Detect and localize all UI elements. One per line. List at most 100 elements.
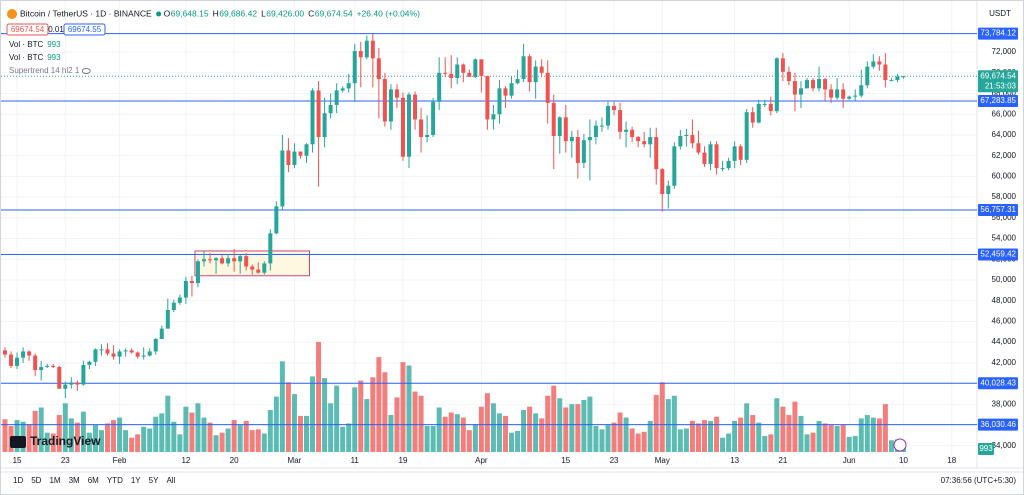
ohlc-letter: H: [213, 8, 219, 18]
y-tick-label: 50,000: [992, 275, 1017, 284]
buy-box[interactable]: [63, 23, 106, 36]
candle-body: [388, 89, 393, 122]
volume-bar: [750, 415, 756, 452]
volume-bar: [406, 365, 412, 452]
volume-bar: [430, 425, 436, 452]
volume-bar: [695, 423, 701, 452]
level-label: 73,784.12: [980, 29, 1016, 38]
candle-body: [859, 85, 864, 96]
volume-bar: [442, 416, 448, 452]
candle-body: [642, 141, 647, 145]
range-button[interactable]: 5Y: [149, 476, 159, 485]
candle-body: [123, 350, 128, 352]
candle-body: [871, 61, 876, 67]
level-label: 40,028.43: [980, 378, 1016, 387]
candle-body: [660, 169, 665, 194]
x-tick-label: 23: [61, 456, 70, 465]
candle-body: [27, 351, 32, 356]
candle-body: [533, 66, 538, 83]
indicator-name: Vol · BTC: [9, 53, 43, 62]
candle-body: [226, 258, 231, 264]
volume-bar: [810, 432, 816, 452]
candle-body: [443, 72, 448, 74]
volume-bar: [56, 415, 62, 452]
status-dot: [156, 11, 162, 17]
volume-bar: [261, 433, 267, 452]
volume-bar: [189, 412, 195, 452]
range-button[interactable]: YTD: [107, 476, 123, 485]
ohlc-value: 69,426.00: [266, 8, 304, 18]
ohlc-value: 69,686.42: [219, 8, 257, 18]
y-tick-label: 46,000: [992, 317, 1017, 326]
candle-body: [684, 134, 689, 136]
visibility-icon[interactable]: [81, 68, 91, 74]
volume-bar: [888, 440, 894, 452]
volume-bar: [533, 413, 539, 452]
candle-body: [274, 206, 279, 234]
candle-body: [340, 88, 345, 91]
x-tick-label: Jun: [843, 456, 856, 465]
volume-bar: [732, 420, 738, 452]
volume-bar: [310, 376, 316, 452]
candle-body: [280, 150, 285, 207]
symbol-title: Bitcoin / TetherUS · 1D · BINANCE: [20, 8, 152, 18]
candle-body: [672, 146, 677, 186]
volume-bar: [213, 435, 219, 452]
volume-bar: [68, 418, 74, 452]
volume-bar: [509, 432, 515, 452]
range-button[interactable]: 5D: [31, 476, 41, 485]
x-tick-label: 12: [181, 456, 190, 465]
ohlc-value: 69,674.54: [315, 8, 353, 18]
volume-bar: [340, 426, 346, 452]
header: 69674.54 0.01 69674.55 Bitcoin / TetherU…: [6, 8, 420, 75]
candle-body: [467, 72, 472, 77]
sell-box[interactable]: [6, 23, 49, 36]
level-label-bg: [978, 27, 1018, 40]
x-tick-label: 10: [899, 456, 908, 465]
candle-body: [515, 79, 520, 84]
candle-body: [563, 117, 568, 142]
volume-bar: [50, 433, 56, 452]
volume-bar: [183, 406, 189, 452]
volume-bar: [219, 432, 225, 452]
volume-bar: [623, 417, 629, 452]
candle-body: [99, 349, 104, 351]
candle-body: [183, 281, 188, 298]
range-button[interactable]: 6M: [88, 476, 99, 485]
ohlc-letter: C: [308, 8, 314, 18]
alert-icon[interactable]: [893, 438, 907, 452]
volume-bar: [316, 342, 322, 452]
range-button[interactable]: 1M: [49, 476, 60, 485]
volume-bar: [496, 413, 502, 452]
candle-body: [521, 56, 526, 80]
candle-body: [437, 72, 442, 102]
candle-body: [147, 351, 152, 356]
volume-bar: [328, 403, 334, 452]
range-button[interactable]: 1Y: [131, 476, 141, 485]
currency[interactable]: USDT: [989, 9, 1011, 18]
candle-body: [358, 51, 363, 58]
volume-bar: [460, 417, 466, 452]
volume-bar: [714, 416, 720, 452]
candle-body: [569, 137, 574, 142]
volume-bar: [358, 380, 364, 452]
volume-bar: [515, 431, 521, 452]
logo: TradingView: [10, 434, 101, 448]
candle-body: [841, 89, 846, 99]
range-button[interactable]: All: [166, 476, 175, 485]
volume-bar: [599, 429, 605, 452]
volume-bar: [659, 382, 665, 452]
volume-bar: [653, 394, 659, 452]
x-tick-label: 21: [778, 456, 787, 465]
range-button[interactable]: 3M: [69, 476, 80, 485]
volume-bar: [780, 406, 786, 452]
candle-body: [51, 365, 56, 367]
volume-bar: [472, 424, 478, 452]
candle-body: [238, 256, 243, 262]
candle-body: [720, 168, 725, 170]
range-button[interactable]: 1D: [13, 476, 23, 485]
candle-body: [593, 125, 598, 138]
volume-bar: [352, 387, 358, 452]
volume-bar: [62, 403, 68, 452]
volume-bar: [478, 406, 484, 452]
